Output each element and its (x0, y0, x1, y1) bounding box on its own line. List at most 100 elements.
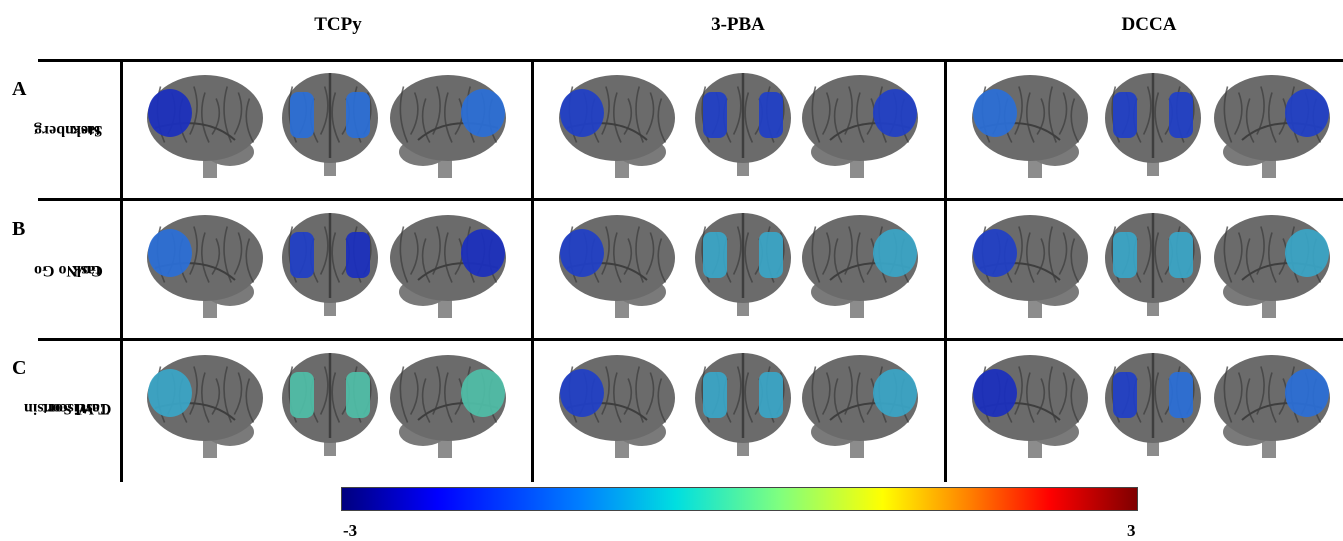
activation-region (560, 229, 604, 277)
sulcus (421, 98, 431, 143)
sulcus (1142, 226, 1152, 275)
row-letter-b: B (12, 218, 26, 240)
sulcus (211, 378, 221, 415)
sulcus (1014, 86, 1023, 135)
sulcus (744, 372, 754, 423)
sulcus (399, 366, 409, 423)
sulcus (201, 372, 210, 423)
sulcus (811, 86, 821, 143)
sulcus (444, 232, 453, 283)
activation-region-left (290, 232, 314, 278)
sulcus (623, 98, 633, 135)
sulcus (1154, 232, 1164, 283)
sulcus (331, 92, 341, 143)
activation-region-right (346, 92, 370, 138)
activation-region (973, 369, 1017, 417)
sulcus (1058, 372, 1068, 415)
sulcus (1036, 238, 1046, 275)
sulcus (399, 226, 409, 283)
sulcus (657, 98, 667, 143)
row-letter-a: A (12, 78, 27, 100)
activation-region-right (1169, 372, 1193, 418)
activation-region (973, 229, 1017, 277)
brain-panel-r2-c1 (147, 213, 506, 318)
sulcus (1026, 92, 1035, 143)
activation-region (461, 89, 505, 137)
sulcus (1233, 92, 1243, 135)
sulcus (601, 226, 610, 275)
sulcus (623, 378, 633, 415)
sulcus (856, 232, 865, 283)
sulcus (701, 226, 711, 283)
sulcus (1036, 378, 1046, 415)
sulcus (833, 98, 843, 143)
sulcus (635, 86, 644, 143)
column-header-dcca: DCCA (1121, 14, 1177, 35)
sulcus (657, 238, 667, 283)
sulcus (1026, 372, 1035, 423)
sulcus (744, 232, 754, 283)
sulcus (399, 86, 409, 143)
sulcus (1256, 366, 1265, 415)
sulcus (1048, 226, 1057, 283)
sulcus (1036, 98, 1046, 135)
sulcus (223, 226, 232, 283)
activation-region (873, 369, 917, 417)
activation-region (1285, 229, 1329, 277)
sulcus (1070, 238, 1080, 283)
sulcus (189, 366, 198, 415)
sulcus (432, 226, 441, 275)
sulcus (732, 86, 742, 135)
sulcus (701, 86, 711, 143)
activation-region (973, 89, 1017, 137)
sulcus (319, 366, 329, 415)
sulcus (1154, 372, 1164, 423)
sulcus (211, 98, 221, 135)
sulcus (635, 366, 644, 423)
activation-region-left (290, 372, 314, 418)
activation-region (461, 229, 505, 277)
colorbar (341, 487, 1138, 511)
activation-region-left (1113, 372, 1137, 418)
activation-region-left (703, 232, 727, 278)
activation-region (1285, 89, 1329, 137)
sulcus (1048, 366, 1057, 423)
sulcus (1256, 226, 1265, 275)
sulcus (319, 86, 329, 135)
sulcus (732, 366, 742, 415)
sulcus (233, 232, 243, 275)
colorbar-min-label: -3 (343, 521, 358, 540)
sulcus (732, 226, 742, 275)
sulcus (1111, 366, 1121, 423)
activation-region (148, 89, 192, 137)
sulcus (645, 372, 655, 415)
activation-region-left (703, 372, 727, 418)
sulcus (1154, 92, 1164, 143)
activation-region-left (290, 92, 314, 138)
brain-panel-r1-c1 (147, 73, 506, 178)
sulcus (744, 92, 754, 143)
column-header-3pba: 3-PBA (711, 14, 765, 35)
activation-region (148, 369, 192, 417)
sulcus (645, 232, 655, 275)
sulcus (319, 226, 329, 275)
sulcus (821, 232, 831, 275)
activation-region-right (759, 92, 783, 138)
sulcus (288, 86, 298, 143)
sulcus (701, 366, 711, 423)
sulcus (189, 86, 198, 135)
sulcus (601, 86, 610, 135)
sulcus (635, 226, 644, 283)
sulcus (245, 378, 255, 423)
sulcus (223, 366, 232, 423)
sulcus (432, 366, 441, 415)
sulcus (223, 86, 232, 143)
sulcus (1233, 372, 1243, 415)
sulcus (1142, 86, 1152, 135)
sulcus (1256, 86, 1265, 135)
grid-line-col-12 (531, 59, 534, 482)
brain-panel-r3-c3 (972, 353, 1330, 458)
sulcus (613, 372, 622, 423)
grid-line-top (38, 59, 1343, 62)
brain-panel-r2-c2 (559, 213, 918, 318)
